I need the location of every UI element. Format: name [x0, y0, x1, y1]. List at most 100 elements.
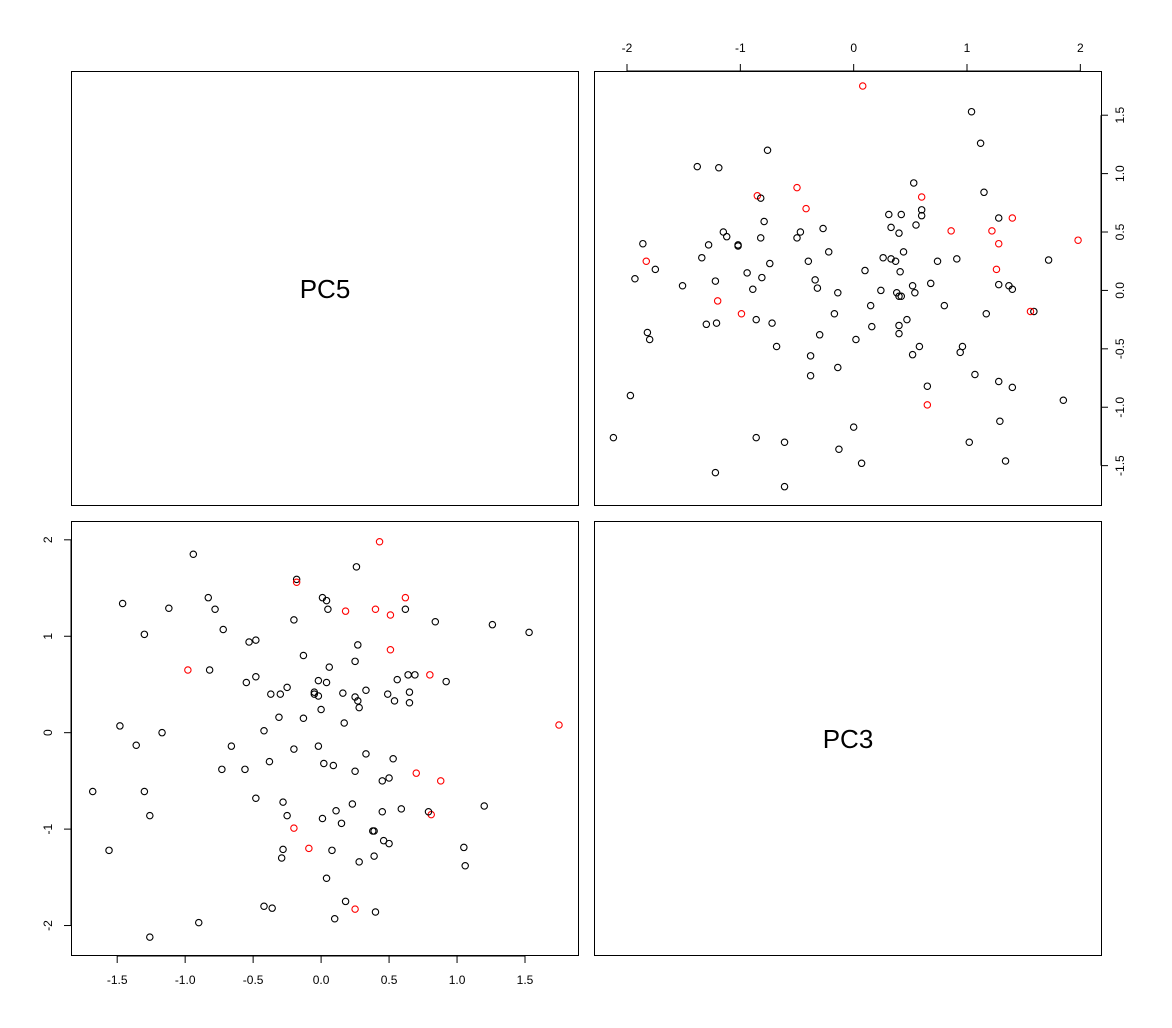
data-point [866, 301, 875, 310]
data-point [283, 811, 291, 820]
tick-label: -1.5 [1113, 455, 1127, 476]
data-point [763, 146, 772, 154]
data-point [642, 257, 651, 265]
data-point [362, 686, 370, 694]
data-point [915, 342, 924, 351]
data-point [965, 438, 974, 447]
data-point [276, 690, 285, 698]
data-point [804, 257, 813, 265]
data-point [320, 759, 328, 768]
data-point [895, 329, 903, 338]
data-point [378, 777, 387, 785]
data-point [386, 645, 395, 654]
data-point [734, 241, 742, 249]
data-point [752, 433, 760, 442]
data-point [971, 370, 979, 379]
data-point [389, 754, 397, 763]
data-point [397, 805, 406, 813]
data-point [351, 693, 359, 701]
data-point [897, 210, 906, 219]
data-point [756, 194, 765, 202]
data-point [1008, 383, 1017, 392]
data-point [861, 266, 869, 275]
data-point [383, 690, 392, 698]
data-point [835, 445, 843, 454]
data-point [322, 678, 331, 687]
data-point [555, 721, 563, 729]
data-point [1026, 307, 1035, 316]
data-point [722, 232, 731, 241]
data-point [411, 671, 419, 679]
panel-frame [594, 71, 1102, 506]
tick-label: -1 [41, 823, 55, 834]
data-point [375, 537, 384, 546]
points-layer [609, 82, 1082, 491]
data-point [752, 315, 760, 324]
data-point [1044, 256, 1053, 264]
data-point [982, 310, 991, 318]
data-point [645, 335, 654, 344]
data-point [378, 807, 387, 816]
data-point [412, 769, 421, 777]
data-point [678, 281, 687, 290]
data-point [912, 221, 920, 229]
data-point [386, 611, 395, 619]
data-point [923, 401, 932, 409]
data-point [242, 678, 251, 687]
tick-label: 1.0 [1113, 165, 1127, 182]
data-point [1030, 307, 1038, 316]
points-layer [88, 537, 563, 941]
data-point [480, 802, 488, 810]
panel-scatter-pc3-vs-pc5: -2 -1 0 1 2 -1.5 -1.0 -0.5 0.0 0.5 1.0 1.5 [594, 41, 1127, 506]
data-point [332, 807, 340, 815]
data-point [460, 843, 468, 852]
data-point [405, 699, 414, 707]
tick-label: 0 [41, 729, 55, 736]
variable-label-pc3: PC3 [823, 724, 874, 754]
data-point [908, 350, 917, 359]
data-point [824, 248, 833, 256]
data-point [390, 697, 399, 705]
data-point [340, 719, 348, 727]
data-point [713, 297, 722, 305]
data-point [354, 641, 362, 649]
data-point [341, 607, 350, 615]
data-point [325, 663, 334, 671]
data-point [917, 211, 926, 220]
data-point [362, 750, 370, 758]
tick-label: 1.5 [517, 973, 534, 987]
data-point [712, 319, 721, 327]
data-point [252, 636, 260, 644]
data-point [184, 666, 192, 674]
tick-label: 0.5 [381, 973, 398, 987]
data-point [693, 162, 702, 171]
data-point [994, 280, 1003, 289]
tick-label: 0.5 [1113, 223, 1127, 240]
data-point [426, 671, 434, 679]
data-point [976, 139, 985, 147]
data-point [385, 774, 393, 782]
data-point [218, 765, 226, 774]
data-point [371, 908, 380, 916]
data-point [146, 811, 154, 820]
tick-label: 0 [850, 41, 857, 55]
data-point [895, 229, 903, 237]
data-point [830, 310, 839, 318]
data-point [917, 206, 926, 214]
tick-label: 1.0 [449, 973, 466, 987]
data-point [967, 107, 976, 116]
data-point [756, 234, 765, 242]
data-point [305, 844, 313, 853]
data-point [899, 248, 908, 256]
data-point [923, 382, 932, 390]
data-point [227, 742, 236, 750]
data-point [643, 328, 652, 337]
data-point [525, 628, 533, 637]
data-point [116, 722, 124, 730]
data-point [275, 713, 283, 721]
tick-label: 1 [41, 633, 55, 640]
data-point [431, 618, 440, 626]
data-point [988, 227, 996, 235]
top-axis-pc3: -2 -1 0 1 2 [622, 41, 1084, 72]
data-point [252, 794, 260, 802]
